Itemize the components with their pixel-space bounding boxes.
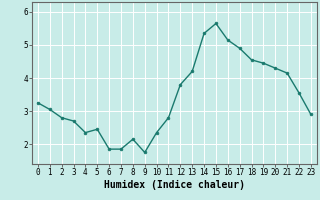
X-axis label: Humidex (Indice chaleur): Humidex (Indice chaleur) <box>104 180 245 190</box>
